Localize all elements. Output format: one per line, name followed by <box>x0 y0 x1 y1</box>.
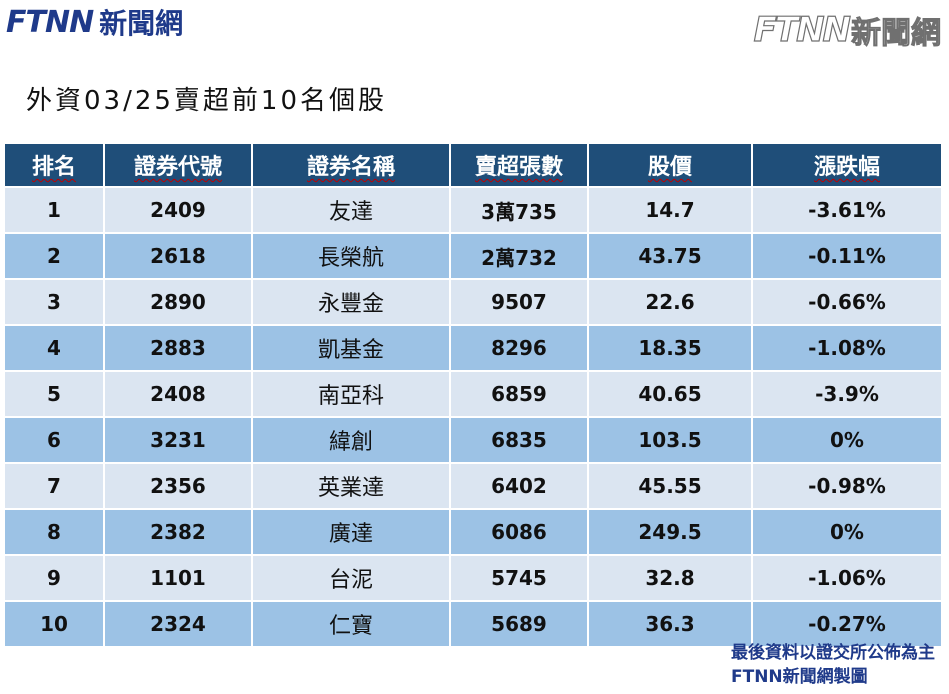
name-cell: 永豐金 <box>253 278 451 324</box>
table-header-row: 排名 證券代號 證券名稱 賣超張數 股價 漲跌幅 <box>5 144 941 186</box>
column-header-code: 證券代號 <box>105 144 253 186</box>
rank-cell: 5 <box>5 370 105 416</box>
column-header-name: 證券名稱 <box>253 144 451 186</box>
code-cell: 2883 <box>105 324 253 370</box>
table-row: 3 2890 永豐金 9507 22.6 -0.66% <box>5 278 941 324</box>
rank-cell: 1 <box>5 186 105 232</box>
price-cell: 14.7 <box>589 186 753 232</box>
price-cell: 43.75 <box>589 232 753 278</box>
rank-cell: 4 <box>5 324 105 370</box>
net-sell-cell: 5689 <box>451 600 589 646</box>
column-header-price: 股價 <box>589 144 753 186</box>
change-cell: -0.98% <box>753 462 941 508</box>
logo-chinese-text: 新聞網 <box>99 7 184 40</box>
price-cell: 40.65 <box>589 370 753 416</box>
price-cell: 103.5 <box>589 416 753 462</box>
rank-cell: 6 <box>5 416 105 462</box>
table-row: 7 2356 英業達 6402 45.55 -0.98% <box>5 462 941 508</box>
column-header-rank: 排名 <box>5 144 105 186</box>
code-cell: 2408 <box>105 370 253 416</box>
table-row: 8 2382 廣達 6086 249.5 0% <box>5 508 941 554</box>
net-sell-cell: 6859 <box>451 370 589 416</box>
change-cell: 0% <box>753 416 941 462</box>
change-cell: -0.27% <box>753 600 941 646</box>
table-row: 10 2324 仁寶 5689 36.3 -0.27% <box>5 600 941 646</box>
name-cell: 友達 <box>253 186 451 232</box>
name-cell: 仁寶 <box>253 600 451 646</box>
change-cell: -3.9% <box>753 370 941 416</box>
code-cell: 2382 <box>105 508 253 554</box>
code-cell: 2618 <box>105 232 253 278</box>
net-sell-cell: 9507 <box>451 278 589 324</box>
net-sell-cell: 2萬732 <box>451 232 589 278</box>
table-row: 9 1101 台泥 5745 32.8 -1.06% <box>5 554 941 600</box>
ftnn-logo: FTNN 新聞網 <box>6 2 183 42</box>
rank-cell: 2 <box>5 232 105 278</box>
stock-table: 排名 證券代號 證券名稱 賣超張數 股價 漲跌幅 1 2409 友達 3萬735… <box>5 144 941 646</box>
price-cell: 36.3 <box>589 600 753 646</box>
change-cell: -1.08% <box>753 324 941 370</box>
rank-cell: 8 <box>5 508 105 554</box>
name-cell: 台泥 <box>253 554 451 600</box>
column-header-change: 漲跌幅 <box>753 144 941 186</box>
price-cell: 249.5 <box>589 508 753 554</box>
net-sell-cell: 6402 <box>451 462 589 508</box>
page-title: 外資03/25賣超前10名個股 <box>26 86 388 116</box>
name-cell: 凱基金 <box>253 324 451 370</box>
net-sell-cell: 6086 <box>451 508 589 554</box>
name-cell: 廣達 <box>253 508 451 554</box>
net-sell-cell: 5745 <box>451 554 589 600</box>
price-cell: 22.6 <box>589 278 753 324</box>
table-row: 2 2618 長榮航 2萬732 43.75 -0.11% <box>5 232 941 278</box>
net-sell-cell: 3萬735 <box>451 186 589 232</box>
table-row: 1 2409 友達 3萬735 14.7 -3.61% <box>5 186 941 232</box>
rank-cell: 7 <box>5 462 105 508</box>
name-cell: 緯創 <box>253 416 451 462</box>
code-cell: 2890 <box>105 278 253 324</box>
rank-cell: 10 <box>5 600 105 646</box>
change-cell: -0.66% <box>753 278 941 324</box>
change-cell: -0.11% <box>753 232 941 278</box>
net-sell-cell: 8296 <box>451 324 589 370</box>
rank-cell: 9 <box>5 554 105 600</box>
name-cell: 南亞科 <box>253 370 451 416</box>
logo-latin-text: FTNN <box>6 4 94 40</box>
price-cell: 18.35 <box>589 324 753 370</box>
code-cell: 1101 <box>105 554 253 600</box>
name-cell: 英業達 <box>253 462 451 508</box>
code-cell: 2356 <box>105 462 253 508</box>
source-note: 最後資料以證交所公佈為主 FTNN新聞網製圖 <box>731 641 935 689</box>
code-cell: 2324 <box>105 600 253 646</box>
change-cell: -1.06% <box>753 554 941 600</box>
watermark-chinese-text: 新聞網 <box>851 16 942 52</box>
watermark-latin-text: FTNN <box>753 9 852 50</box>
ftnn-watermark-logo: FTNN 新聞網 <box>753 8 942 52</box>
change-cell: -3.61% <box>753 186 941 232</box>
code-cell: 2409 <box>105 186 253 232</box>
credit-line: FTNN新聞網製圖 <box>731 667 868 687</box>
table-row: 6 3231 緯創 6835 103.5 0% <box>5 416 941 462</box>
price-cell: 45.55 <box>589 462 753 508</box>
column-header-net-sell: 賣超張數 <box>451 144 589 186</box>
net-sell-cell: 6835 <box>451 416 589 462</box>
table-row: 4 2883 凱基金 8296 18.35 -1.08% <box>5 324 941 370</box>
source-note-line: 最後資料以證交所公佈為主 <box>731 643 935 663</box>
code-cell: 3231 <box>105 416 253 462</box>
table-row: 5 2408 南亞科 6859 40.65 -3.9% <box>5 370 941 416</box>
name-cell: 長榮航 <box>253 232 451 278</box>
price-cell: 32.8 <box>589 554 753 600</box>
change-cell: 0% <box>753 508 941 554</box>
rank-cell: 3 <box>5 278 105 324</box>
